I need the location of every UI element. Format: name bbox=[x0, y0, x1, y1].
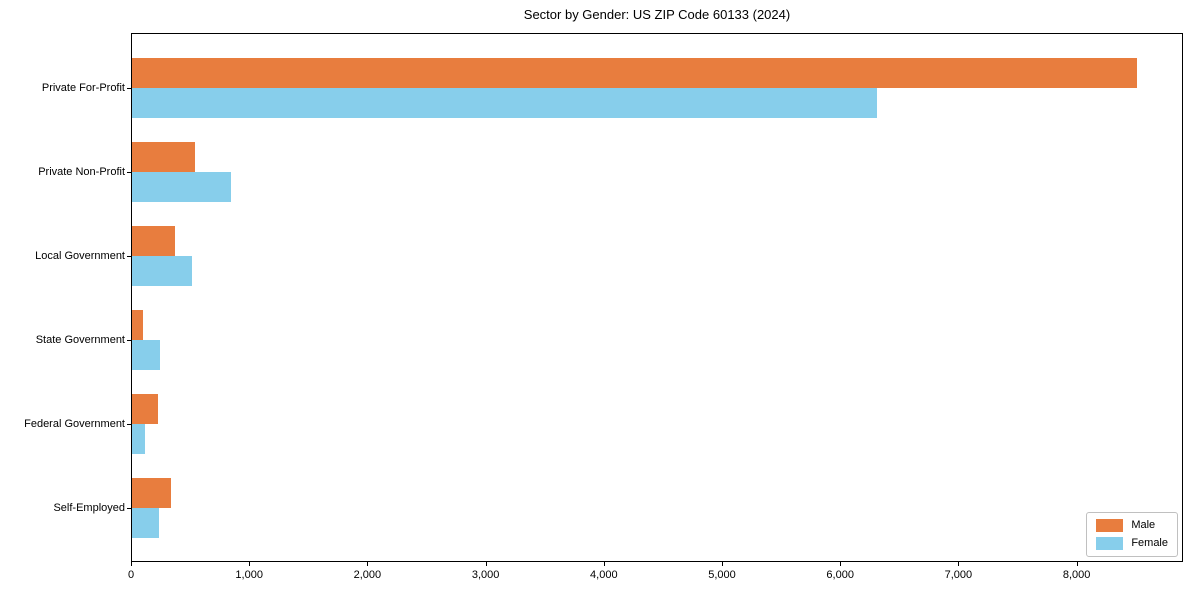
x-tick-label-4-000: 4,000 bbox=[590, 569, 618, 581]
plot-area: Male Female bbox=[131, 33, 1183, 562]
x-tick-label-3-000: 3,000 bbox=[471, 569, 500, 581]
y-tick-mark-self-employed bbox=[127, 508, 131, 509]
legend-swatch-female bbox=[1096, 537, 1124, 550]
y-tick-mark-private-non-profit bbox=[127, 172, 131, 173]
bar-female-self-employed bbox=[132, 508, 160, 538]
x-tick-label-0: 0 bbox=[127, 569, 135, 581]
x-tick-mark-4-000 bbox=[603, 562, 605, 566]
bar-female-private-for-profit bbox=[132, 88, 877, 118]
x-tick-mark-5-000 bbox=[722, 562, 723, 566]
bar-female-private-non-profit bbox=[132, 172, 232, 202]
legend-item-male: Male bbox=[1096, 519, 1168, 532]
bar-male-private-non-profit bbox=[132, 142, 195, 172]
x-tick-mark-7-000 bbox=[958, 562, 960, 566]
y-tick-mark-state-government bbox=[127, 340, 131, 341]
x-tick-label-5-000: 5,000 bbox=[708, 569, 736, 581]
y-tick-mark-federal-government bbox=[127, 424, 131, 425]
bar-male-state-government bbox=[132, 310, 143, 340]
x-tick-label-6-000: 6,000 bbox=[826, 569, 854, 581]
legend-swatch-male bbox=[1096, 519, 1124, 532]
x-tick-label-7-000: 7,000 bbox=[944, 569, 973, 581]
legend-item-female: Female bbox=[1096, 537, 1168, 550]
bar-male-federal-government bbox=[132, 394, 158, 424]
y-tick-label-state-government: State Government bbox=[35, 334, 125, 346]
legend: Male Female bbox=[1086, 512, 1178, 557]
y-tick-label-self-employed: Self-Employed bbox=[53, 502, 125, 514]
bar-male-local-government bbox=[132, 226, 175, 256]
x-tick-label-1-000: 1,000 bbox=[235, 569, 263, 581]
x-tick-mark-6-000 bbox=[840, 562, 842, 566]
y-tick-label-private-non-profit: Private Non-Profit bbox=[38, 166, 125, 178]
x-tick-mark-0 bbox=[131, 562, 132, 566]
y-tick-mark-private-for-profit bbox=[127, 88, 131, 89]
bar-male-self-employed bbox=[132, 478, 171, 508]
x-tick-label-8-000: 8,000 bbox=[1062, 569, 1091, 581]
x-tick-mark-1-000 bbox=[249, 562, 251, 566]
legend-label-male: Male bbox=[1131, 519, 1156, 531]
y-tick-mark-local-government bbox=[127, 256, 131, 257]
x-tick-mark-8-000 bbox=[1076, 562, 1078, 566]
chart-title: Sector by Gender: US ZIP Code 60133 (202… bbox=[523, 7, 791, 22]
x-tick-mark-2-000 bbox=[367, 562, 369, 566]
bar-female-federal-government bbox=[132, 424, 145, 454]
y-tick-label-federal-government: Federal Government bbox=[24, 418, 125, 430]
y-tick-label-private-for-profit: Private For-Profit bbox=[41, 82, 125, 94]
bar-female-local-government bbox=[132, 256, 193, 286]
bar-female-state-government bbox=[132, 340, 161, 370]
x-tick-mark-3-000 bbox=[485, 562, 487, 566]
legend-label-female: Female bbox=[1131, 537, 1168, 549]
x-tick-label-2-000: 2,000 bbox=[353, 569, 382, 581]
bar-male-private-for-profit bbox=[132, 58, 1137, 88]
y-tick-label-local-government: Local Government bbox=[35, 250, 125, 262]
